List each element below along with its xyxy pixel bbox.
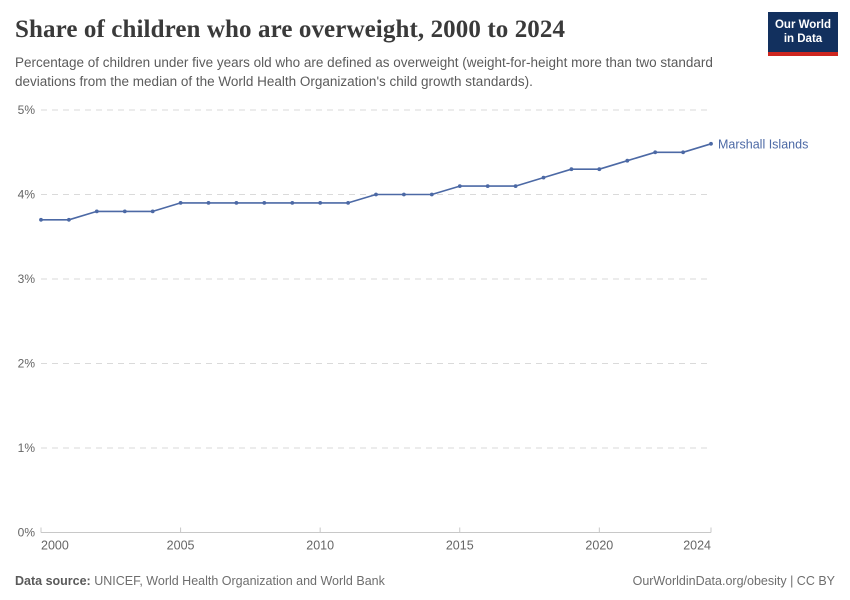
data-point-2019	[569, 167, 574, 172]
x-tick-label-2020: 2020	[585, 539, 613, 553]
series-line-marshall-islands	[40, 142, 712, 221]
chart-title: Share of children who are overweight, 20…	[15, 16, 566, 43]
data-point-2007	[234, 201, 239, 205]
data-point-2014	[429, 192, 434, 197]
data-point-2008	[262, 201, 267, 205]
data-point-2022	[653, 150, 658, 155]
y-tick-label-3pct: 3%	[18, 272, 36, 286]
data-point-2004	[150, 209, 155, 214]
data-point-2012	[374, 192, 378, 197]
y-tick-label-5pct: 5%	[18, 103, 36, 117]
owid-logo: Our World in Data	[768, 12, 838, 56]
data-point-2005	[178, 201, 183, 205]
data-source-note: Data source: UNICEF, World Health Organi…	[15, 574, 385, 588]
data-point-2023	[681, 150, 685, 155]
data-point-2018	[541, 175, 546, 180]
y-tick-label-4pct: 4%	[18, 188, 36, 202]
data-point-2011	[346, 201, 350, 205]
data-point-2013	[402, 192, 406, 197]
x-tick-label-2024: 2024	[683, 539, 711, 553]
data-point-2015	[457, 184, 462, 188]
x-tick-label-2005: 2005	[167, 539, 195, 553]
y-tick-label-0pct: 0%	[18, 526, 36, 540]
series-end-label: Marshall Islands	[718, 137, 808, 151]
y-tick-label-1pct: 1%	[18, 441, 36, 455]
chart-header: Share of children who are overweight, 20…	[15, 16, 750, 91]
owid-logo-line1: Our World	[774, 19, 831, 31]
line-chart-svg: 0% 1% 2% 3% 4% 5% 2000 2005 2010 2015 2020 2024 Mars…	[18, 103, 809, 553]
data-point-2010	[318, 201, 323, 205]
data-point-2000	[39, 217, 43, 222]
data-point-2016	[485, 184, 490, 188]
data-point-2024	[709, 141, 713, 146]
data-point-2021	[625, 158, 630, 163]
data-point-2002	[94, 209, 99, 214]
data-point-2006	[206, 201, 211, 205]
x-tick-label-2015: 2015	[446, 539, 474, 553]
y-tick-label-2pct: 2%	[18, 357, 36, 371]
line-chart: 0% 1% 2% 3% 4% 5% 2000 2005 2010 2015 2020 2024 Mars…	[0, 95, 850, 565]
chart-subtitle: Percentage of children under five years …	[15, 55, 713, 90]
data-point-2003	[122, 209, 127, 214]
owid-logo-line2: in Data	[783, 33, 823, 46]
data-source-text: UNICEF, World Health Organization and Wo…	[90, 574, 385, 588]
x-tick-label-2000: 2000	[41, 539, 69, 553]
license-note: OurWorldinData.org/obesity | CC BY	[632, 574, 835, 588]
data-point-2017	[513, 184, 518, 188]
data-point-2001	[67, 217, 71, 222]
x-tick-label-2010: 2010	[306, 539, 334, 553]
data-source-label: Data source:	[15, 574, 91, 588]
data-point-2009	[290, 201, 295, 205]
data-point-2020	[597, 167, 602, 172]
chart-footer: Data source: UNICEF, World Health Organi…	[15, 574, 835, 588]
